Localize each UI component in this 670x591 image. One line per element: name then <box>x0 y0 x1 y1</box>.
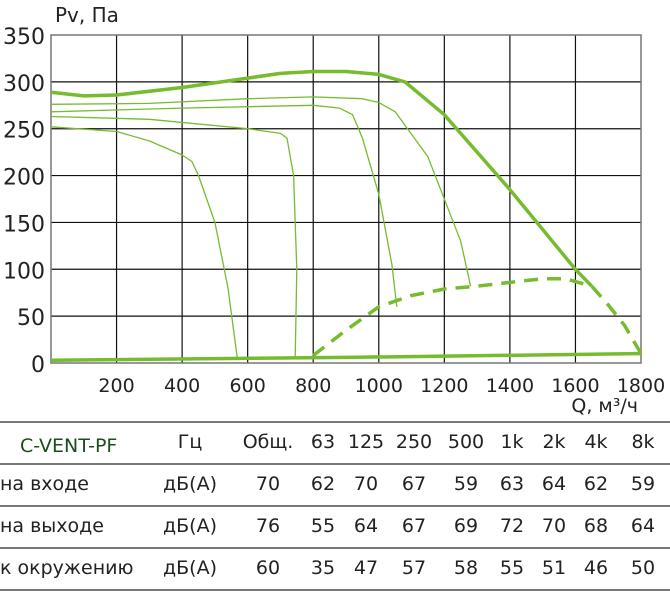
plot-frame <box>50 34 642 364</box>
table-header-row: C-VENT-PF Гц Общ. 63 125 250 500 1k 2k 4k 8k <box>0 421 670 463</box>
table-cell: 64 <box>630 515 656 537</box>
table-cell: 50 <box>630 557 656 579</box>
table-cell: 59 <box>453 473 479 495</box>
table-cell: 76 <box>255 515 281 537</box>
table-cell: 59 <box>630 473 656 495</box>
header-cell: 4k <box>584 431 608 453</box>
table-cell: 46 <box>583 557 609 579</box>
table-cell: 64 <box>541 473 567 495</box>
curve-speed-3 <box>50 104 398 307</box>
x-tick-label: 400 <box>164 375 200 397</box>
table-cell: 62 <box>310 473 336 495</box>
curve-speed-4 <box>50 96 472 287</box>
table-cell: 70 <box>353 473 379 495</box>
table-cell: 63 <box>499 473 525 495</box>
table-cell: 57 <box>401 557 427 579</box>
table-cell: 60 <box>255 557 281 579</box>
curve-limit <box>312 276 643 357</box>
curve-max <box>50 69 594 288</box>
table-cell: 72 <box>499 515 525 537</box>
table-cell: 58 <box>453 557 479 579</box>
table-cell: 67 <box>401 473 427 495</box>
row-label: на выходе <box>0 515 104 537</box>
x-tick-label: 1000 <box>355 375 403 397</box>
table-cell: 47 <box>353 557 379 579</box>
x-tick-label: 600 <box>230 375 266 397</box>
table-row: на входе дБ(А) 70 62 70 67 59 63 64 62 59 <box>0 463 670 505</box>
curve-speed-1 <box>50 126 238 358</box>
table-cell: 35 <box>310 557 336 579</box>
header-cell: 250 <box>395 431 433 453</box>
table-cell: 64 <box>353 515 379 537</box>
table-cell: 55 <box>499 557 525 579</box>
x-tick-label: 1400 <box>486 375 534 397</box>
row-label: к окружению <box>0 557 134 579</box>
y-tick-label: 0 <box>31 353 45 378</box>
x-tick-label: 1600 <box>551 375 599 397</box>
header-cell: Гц <box>177 431 203 453</box>
header-cell: 125 <box>347 431 385 453</box>
y-axis-label: Pv, Па <box>55 3 119 27</box>
table-cell: 55 <box>310 515 336 537</box>
row-label: на входе <box>0 473 89 495</box>
table-cell: 68 <box>583 515 609 537</box>
header-cell: 2k <box>542 431 566 453</box>
noise-table: C-VENT-PF Гц Общ. 63 125 250 500 1k 2k 4k 8k на в… <box>0 421 670 591</box>
x-tick-label: 1800 <box>617 375 665 397</box>
y-tick-label: 350 <box>3 25 45 50</box>
curve-min-flow <box>50 351 642 362</box>
x-tick-label: 800 <box>295 375 331 397</box>
x-tick-label: 1200 <box>420 375 468 397</box>
fan-performance-chart: 0 50 100 150 200 250 300 350 200 400 600 800 1000 120… <box>3 3 665 417</box>
header-cell: Общ. <box>242 431 294 453</box>
table-cell: 67 <box>401 515 427 537</box>
x-tick-label: 200 <box>98 375 134 397</box>
y-tick-label: 200 <box>3 166 45 191</box>
table-cell: 69 <box>453 515 479 537</box>
table-cell: 62 <box>583 473 609 495</box>
y-tick-label: 100 <box>3 259 45 284</box>
y-tick-label: 250 <box>3 119 45 144</box>
header-cell: 1k <box>500 431 524 453</box>
table-row: на выходе дБ(А) 76 55 64 67 69 72 70 68 64 <box>0 505 670 547</box>
table-cell: 70 <box>541 515 567 537</box>
header-cell: 500 <box>447 431 485 453</box>
header-cell: 8k <box>631 431 655 453</box>
curve-speed-2 <box>50 115 298 358</box>
y-tick-label: 50 <box>17 306 45 331</box>
table-cell: дБ(А) <box>163 473 217 495</box>
y-tick-label: 300 <box>3 72 45 97</box>
header-cell: 63 <box>310 431 336 453</box>
x-axis-label: Q, м³/ч <box>571 395 638 417</box>
y-tick-label: 150 <box>3 212 45 237</box>
table-cell: 70 <box>255 473 281 495</box>
table-cell: дБ(А) <box>163 515 217 537</box>
table-row: к окружению дБ(А) 60 35 47 57 58 55 51 46 50 <box>0 547 670 591</box>
table-cell: 51 <box>541 557 567 579</box>
model-name: C-VENT-PF <box>20 435 118 457</box>
table-cell: дБ(А) <box>163 557 217 579</box>
